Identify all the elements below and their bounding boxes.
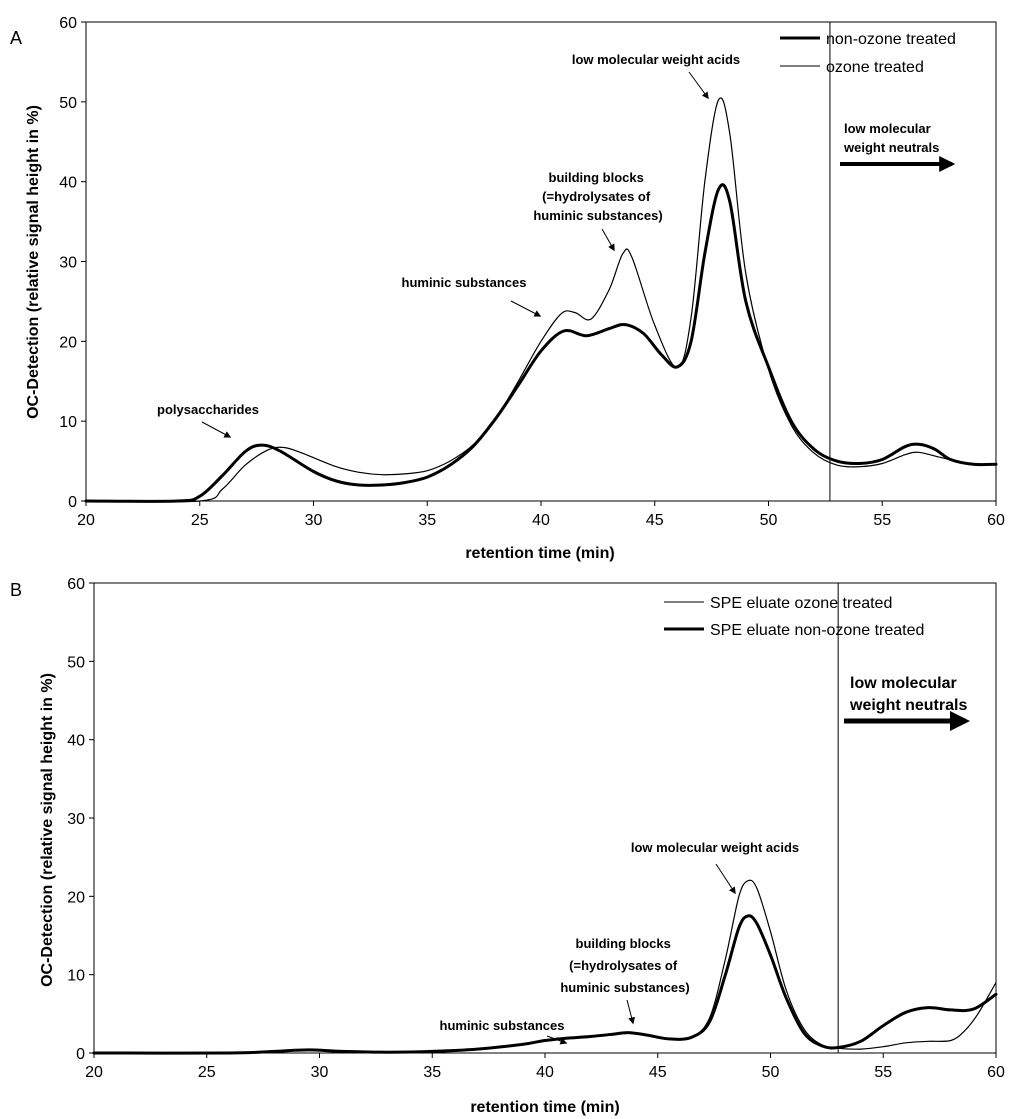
arrow-b-lmw-acids: [715, 863, 736, 895]
y-tick-label: 30: [67, 811, 85, 828]
arrow-b-building-blocks: [626, 999, 635, 1025]
y-tick-label: 10: [59, 414, 77, 431]
anno-a-building-blocks: building blocks (=hydrolysates of humini…: [533, 170, 662, 223]
x-tick-label: 20: [85, 1064, 103, 1081]
panel-b-letter: B: [10, 580, 22, 600]
anno-b-lmw-acids: low molecular weight acids: [631, 840, 799, 855]
panel-b-series-line-1: [92, 914, 998, 1055]
arrow-a-polysaccharides: [201, 421, 232, 438]
panel-b-plot-frame: [93, 582, 997, 1054]
panel-a-series: [84, 97, 998, 503]
x-tick-label: 30: [311, 1064, 329, 1081]
x-tick-label: 50: [762, 1064, 780, 1081]
y-tick-label: 20: [59, 334, 77, 351]
panel-a-legend: non-ozone treated ozone treated: [780, 31, 956, 76]
y-tick-label: 60: [67, 576, 85, 593]
legend-label-spe-non-ozone: SPE eluate non-ozone treated: [710, 622, 924, 639]
x-tick-label: 55: [873, 512, 891, 529]
x-tick-label: 40: [532, 512, 550, 529]
panel-a-letter: A: [10, 28, 22, 48]
panel-a-y-axis-title: OC-Detection (relative signal height in …: [25, 105, 42, 419]
y-tick-label: 0: [68, 494, 77, 511]
x-tick-label: 60: [987, 1064, 1005, 1081]
y-tick-label: 10: [67, 968, 85, 985]
arrow-a-huminic: [510, 300, 542, 317]
panel-a: A 20 25 30 35 40 45 50 55 60 0 10 20 30 40 50 60 retent…: [10, 15, 1005, 562]
x-tick-label: 30: [305, 512, 323, 529]
legend-label-ozone: ozone treated: [826, 59, 924, 76]
anno-a-lmw-acids: low molecular weight acids: [572, 52, 740, 67]
panel-b-annotations: low molecular weight acids building bloc…: [440, 675, 970, 1045]
arrow-a-lmw-acids: [688, 71, 709, 100]
panel-a-axes: 20 25 30 35 40 45 50 55 60 0 10 20 30 40 50 60: [59, 15, 1005, 529]
x-tick-label: 60: [987, 512, 1005, 529]
y-tick-label: 40: [59, 175, 77, 192]
arrow-b-huminic: [546, 1035, 568, 1045]
x-tick-label: 50: [760, 512, 778, 529]
x-tick-label: 40: [536, 1064, 554, 1081]
panel-a-series-line-1: [85, 97, 997, 503]
x-tick-label: 55: [874, 1064, 892, 1081]
anno-a-lmw-neutrals: low molecular weight neutrals: [843, 121, 939, 155]
arrow-a-building-blocks: [601, 228, 615, 252]
y-tick-label: 30: [59, 255, 77, 272]
panel-b-y-axis-title: OC-Detection (relative signal height in …: [39, 673, 56, 987]
y-tick-label: 60: [59, 15, 77, 32]
legend-label-spe-ozone: SPE eluate ozone treated: [710, 595, 892, 612]
anno-b-huminic: huminic substances: [440, 1018, 565, 1033]
panel-a-annotations: low molecular weight acids building bloc…: [157, 52, 956, 438]
anno-b-building-blocks: building blocks (=hydrolysates of humini…: [560, 936, 689, 995]
panel-b-series: [92, 879, 998, 1055]
legend-label-non-ozone: non-ozone treated: [826, 31, 956, 48]
panel-a-series-line-0: [84, 183, 998, 503]
panel-b-axes: 20 25 30 35 40 45 50 55 60 0 10 20 30 40 50 60: [67, 576, 1005, 1081]
y-tick-label: 20: [67, 889, 85, 906]
x-tick-label: 25: [198, 1064, 216, 1081]
panel-b: B 20 25 30 35 40 45 50 55 60 0 10 20 30 40 50 60 retent…: [10, 576, 1005, 1116]
x-tick-label: 45: [646, 512, 664, 529]
panel-b-x-axis-title: retention time (min): [470, 1099, 619, 1116]
x-tick-label: 35: [418, 512, 436, 529]
panel-a-x-axis-title: retention time (min): [465, 545, 614, 562]
panel-b-legend: SPE eluate ozone treated SPE eluate non-…: [664, 595, 924, 639]
anno-b-lmw-neutrals: low molecular weight neutrals: [849, 675, 967, 714]
x-tick-label: 35: [423, 1064, 441, 1081]
x-tick-label: 45: [649, 1064, 667, 1081]
y-tick-label: 0: [76, 1046, 85, 1063]
panel-a-plot-frame: [85, 21, 997, 502]
x-tick-label: 20: [77, 512, 95, 529]
anno-a-polysaccharides: polysaccharides: [157, 402, 259, 417]
y-tick-label: 50: [59, 95, 77, 112]
anno-a-huminic: huminic substances: [402, 275, 527, 290]
y-tick-label: 50: [67, 654, 85, 671]
x-tick-label: 25: [191, 512, 209, 529]
y-tick-label: 40: [67, 733, 85, 750]
